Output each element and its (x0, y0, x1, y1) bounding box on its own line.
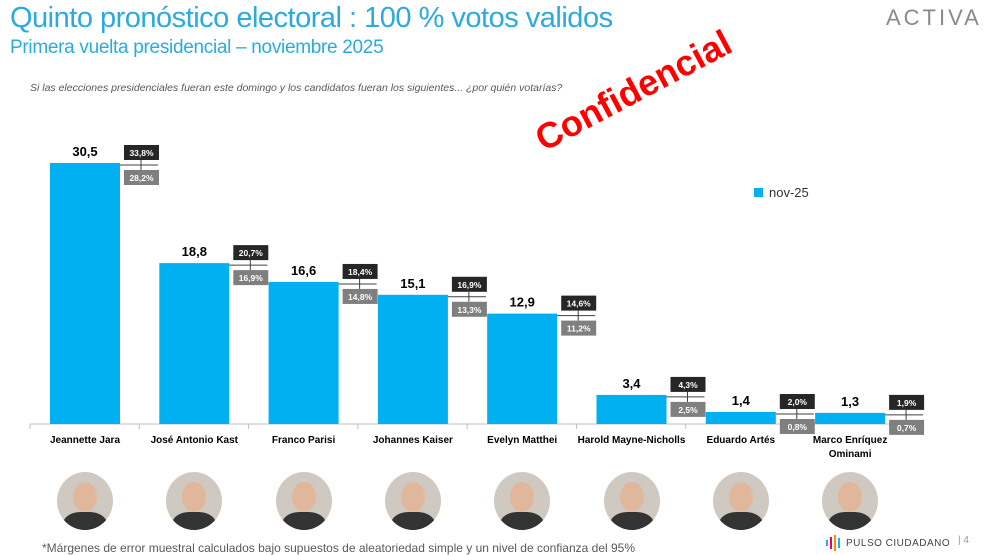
legend-label: nov-25 (769, 185, 809, 200)
error-upper-label: 14,6% (567, 299, 592, 309)
photo-head (400, 482, 425, 512)
error-lower-box (889, 419, 925, 435)
error-upper-box (670, 376, 706, 392)
bar (815, 412, 886, 424)
candidate-photo (166, 472, 223, 530)
data-label: 1,4 (732, 393, 751, 408)
error-upper-box (779, 394, 815, 410)
category-label: Jeannette Jara (50, 435, 120, 446)
category-label: Ominami (829, 449, 872, 460)
footnote: *Márgenes de error muestral calculados b… (42, 541, 636, 555)
error-lower-label: 13,3% (457, 305, 482, 315)
error-lower-box (451, 301, 487, 317)
page-subtitle: Primera vuelta presidencial – noviembre … (10, 37, 384, 58)
bar (705, 412, 776, 424)
candidate-photo (712, 472, 769, 530)
photo-body (609, 512, 654, 530)
photo-body (828, 512, 873, 530)
pulso-ciudadano-logo: PULSO CIUDADANO (826, 535, 950, 551)
category-label: Franco Parisi (272, 435, 336, 446)
candidate-photo (822, 472, 879, 530)
pulso-logo-icon (826, 535, 840, 551)
legend: nov-25 (754, 185, 809, 200)
photo-head (510, 482, 535, 512)
category-label: José Antonio Kast (151, 435, 239, 446)
bar (268, 281, 339, 424)
photo-head (728, 482, 753, 512)
photo-body (281, 512, 326, 530)
candidate-photo (275, 472, 332, 530)
error-lower-box (670, 401, 706, 417)
candidate-photo (603, 472, 660, 530)
error-lower-label: 28,2% (129, 173, 154, 183)
photo-head (291, 482, 316, 512)
bar (159, 263, 230, 424)
error-upper-label: 1,9% (897, 398, 917, 408)
error-upper-box (451, 276, 487, 292)
candidate-photo (57, 472, 113, 530)
error-lower-label: 11,2% (567, 324, 591, 334)
photo-head (73, 482, 97, 512)
bar (50, 163, 120, 424)
photo-body (718, 512, 763, 530)
data-label: 18,8 (182, 244, 207, 259)
bar (487, 313, 558, 424)
bar (596, 394, 667, 424)
error-lower-box (342, 288, 378, 304)
error-lower-label: 0,8% (788, 422, 808, 432)
category-label: Harold Mayne-Nicholls (578, 435, 686, 446)
error-lower-label: 2,5% (678, 405, 698, 415)
page-title: Quinto pronóstico electoral : 100 % voto… (10, 2, 613, 34)
category-label: Evelyn Matthei (487, 435, 557, 446)
candidate-photo (494, 472, 551, 530)
photo-head (182, 482, 207, 512)
data-label: 30,5 (72, 144, 97, 159)
survey-question: Si las elecciones presidenciales fueran … (30, 82, 563, 94)
bar (377, 294, 448, 424)
error-lower-label: 14,8% (348, 292, 373, 302)
category-label: Johannes Kaiser (373, 435, 453, 446)
data-label: 16,6 (291, 263, 316, 278)
error-lower-box (779, 419, 815, 435)
error-upper-label: 20,7% (239, 248, 264, 258)
error-lower-label: 16,9% (239, 273, 264, 283)
data-label: 15,1 (400, 276, 425, 291)
data-label: 12,9 (510, 295, 535, 310)
error-upper-box (342, 263, 378, 279)
photo-body (500, 512, 545, 530)
photo-body (63, 512, 107, 530)
error-upper-label: 16,9% (457, 280, 482, 290)
error-upper-label: 33,8% (129, 148, 154, 158)
photo-head (619, 482, 644, 512)
error-lower-box (561, 320, 597, 336)
category-label: Marco Enríquez (813, 435, 887, 446)
activa-logo: ACTIVA (886, 5, 982, 30)
error-lower-label: 0,7% (897, 423, 917, 433)
photo-body (172, 512, 217, 530)
photo-body (390, 512, 435, 530)
pulso-brand: PULSO CIUDADANO (846, 537, 951, 549)
error-upper-label: 2,0% (788, 397, 808, 407)
data-label: 3,4 (622, 376, 641, 391)
photo-head (838, 482, 863, 512)
error-lower-box (124, 170, 159, 185)
error-lower-box (233, 270, 269, 286)
candidate-photo (384, 472, 441, 530)
error-upper-label: 18,4% (348, 267, 373, 277)
error-upper-label: 4,3% (678, 380, 698, 390)
error-upper-box (124, 145, 159, 160)
page-number: | 4 (958, 535, 969, 546)
category-label: Eduardo Artés (707, 435, 776, 446)
error-upper-box (233, 245, 269, 261)
legend-swatch (754, 188, 763, 197)
page-number-value: 4 (963, 535, 969, 546)
error-upper-box (561, 295, 597, 311)
error-upper-box (889, 394, 925, 410)
data-label: 1,3 (841, 394, 859, 409)
